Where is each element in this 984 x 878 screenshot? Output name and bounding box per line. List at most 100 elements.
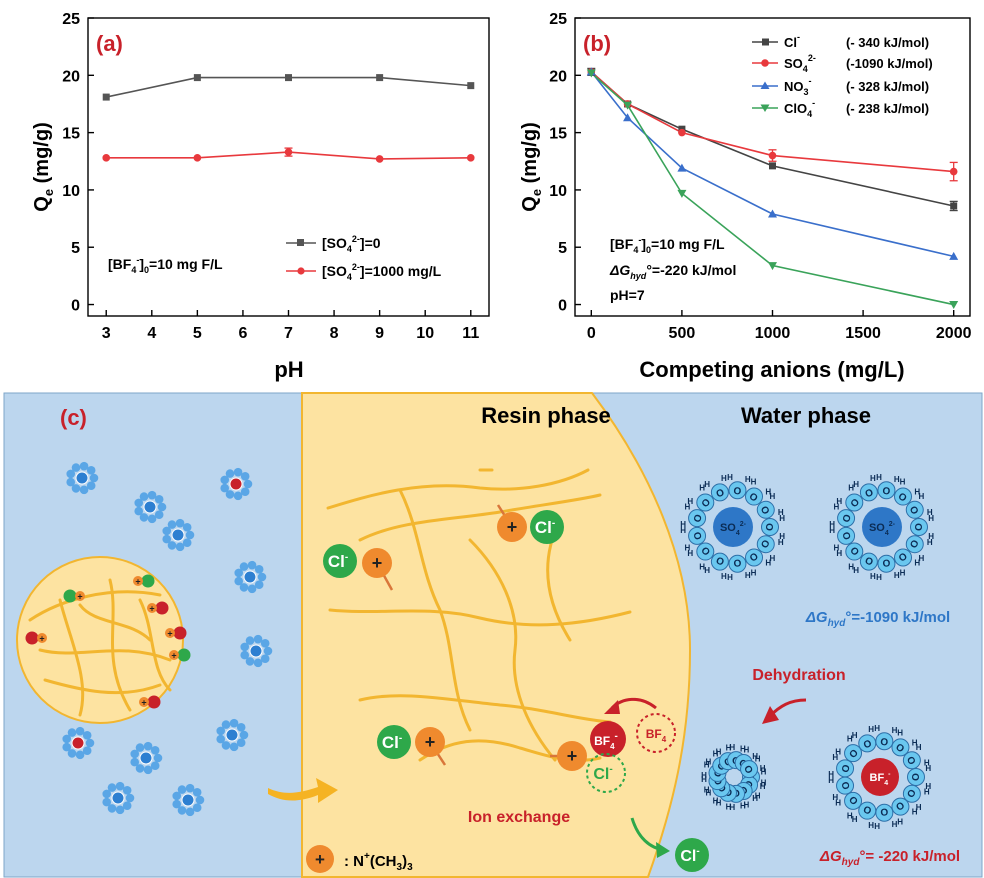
svg-text:H: H	[743, 746, 749, 755]
svg-text:H: H	[770, 492, 776, 501]
resin-exchange-site: Cl- +	[496, 504, 564, 544]
svg-text:H: H	[848, 562, 854, 571]
svg-text:O: O	[841, 513, 854, 523]
svg-text:SO42-: SO42-	[720, 521, 747, 537]
svg-text:NO3-: NO3-	[784, 76, 812, 97]
svg-text:BF4-: BF4-	[870, 771, 892, 787]
small-hydrated-ion-icon	[134, 490, 167, 524]
svg-text:H: H	[916, 743, 922, 752]
cl-dashed-ghost	[586, 753, 626, 793]
svg-text:H: H	[721, 572, 727, 581]
y-tick-label: 25	[549, 11, 567, 28]
svg-text:H: H	[925, 782, 931, 791]
svg-text:H: H	[778, 508, 784, 517]
svg-text:H: H	[745, 475, 751, 484]
svg-text:H: H	[729, 743, 735, 752]
svg-text:(- 340 kJ/mol): (- 340 kJ/mol)	[846, 35, 929, 50]
x-tick-label: 5	[193, 325, 202, 342]
svg-text:H: H	[848, 484, 854, 493]
chart-b-plot	[586, 67, 959, 310]
resin-functional-groups: Cl- + Cl- + Cl- + BF4- +	[323, 504, 626, 771]
data-point	[285, 74, 292, 82]
resin-phase-region	[301, 392, 692, 878]
chart-b-ylabel: Qe (mg/g)	[519, 122, 544, 211]
svg-text:H: H	[699, 562, 705, 571]
y-tick-label: 0	[71, 298, 80, 315]
svg-text:Cl-: Cl-	[535, 518, 555, 537]
svg-text:H: H	[687, 497, 693, 506]
data-point	[677, 163, 687, 172]
so4-hydration-energy: ΔGhyd°=-1090 kJ/mol	[805, 609, 950, 629]
dehydration-label: Dehydration	[752, 667, 845, 684]
bead-exchange-site: +	[147, 601, 169, 615]
svg-text:H: H	[874, 822, 880, 831]
svg-text:H: H	[704, 761, 710, 770]
svg-text:(-1090 kJ/mol): (-1090 kJ/mol)	[846, 56, 933, 71]
x-tick-label: 7	[284, 325, 293, 342]
svg-text:+: +	[315, 850, 325, 869]
functional-group-legend-label: : N+(CH3)3	[344, 851, 413, 873]
x-tick-label: 3	[102, 325, 111, 342]
y-tick-label: 20	[549, 68, 567, 85]
svg-text:O: O	[733, 556, 742, 568]
schematic-panel-label: (c)	[60, 405, 87, 430]
svg-text:H: H	[870, 572, 876, 581]
svg-text:+: +	[372, 553, 383, 573]
svg-text:H: H	[713, 749, 719, 758]
svg-text:H: H	[874, 724, 880, 733]
release-arrow-head-icon	[656, 842, 670, 858]
data-point	[768, 262, 777, 271]
y-tick-label: 10	[549, 183, 567, 200]
data-point	[623, 101, 633, 110]
data-point	[768, 151, 777, 160]
x-tick-label: 9	[375, 325, 384, 342]
svg-text:H: H	[928, 514, 934, 523]
small-hydrated-ion-icon	[102, 781, 135, 815]
small-hydrated-ion-icon	[220, 467, 253, 501]
svg-text:H: H	[755, 755, 761, 764]
svg-text:H: H	[727, 473, 733, 482]
x-tick-label: 8	[330, 325, 339, 342]
y-tick-label: 20	[62, 68, 80, 85]
svg-text:O: O	[840, 780, 853, 790]
svg-text:H: H	[704, 480, 710, 489]
entry-arrow-icon	[268, 778, 338, 803]
legend-quaternary-ammonium-icon	[306, 845, 334, 873]
svg-text:H: H	[760, 764, 766, 773]
svg-text:ClO4-: ClO4-	[784, 98, 815, 119]
chart-b-legend: Cl- (- 340 kJ/mol) SO42- (-1090 kJ/mol) …	[752, 32, 933, 119]
data-point	[949, 251, 959, 260]
svg-text:H: H	[829, 520, 835, 529]
svg-text:H: H	[684, 503, 690, 512]
svg-text:H: H	[876, 473, 882, 482]
small-hydrated-ion-icon	[66, 461, 99, 495]
svg-text:O: O	[882, 486, 891, 498]
svg-text:H: H	[916, 803, 922, 812]
chart-b-legend-item-1: SO42- (-1090 kJ/mol)	[752, 53, 933, 74]
functional-group-legend: + : N+(CH3)3	[306, 845, 413, 873]
svg-text:H: H	[705, 757, 711, 766]
svg-text:H: H	[914, 558, 920, 567]
svg-text:O: O	[912, 523, 923, 531]
svg-text:H: H	[699, 484, 705, 493]
svg-text:O: O	[862, 738, 873, 751]
svg-text:H: H	[745, 571, 751, 580]
resin-exchange-site: BF4- +	[550, 721, 626, 771]
svg-text:H: H	[924, 788, 930, 797]
data-point	[193, 74, 201, 82]
data-point	[466, 154, 475, 162]
svg-text:H: H	[919, 492, 925, 501]
data-point	[623, 113, 633, 122]
svg-text:H: H	[716, 747, 722, 756]
svg-text:H: H	[852, 815, 858, 824]
bf4-dashed-ghost-label: BF4	[646, 727, 667, 744]
small-hydrated-ion-icon	[240, 634, 273, 668]
bead-exchange-site: +	[139, 695, 161, 709]
svg-text:+: +	[425, 732, 436, 752]
svg-text:O: O	[733, 486, 742, 498]
exchange-arrow-head-icon	[604, 700, 620, 714]
chart-a-ylabel: Qe (mg/g)	[31, 122, 56, 211]
